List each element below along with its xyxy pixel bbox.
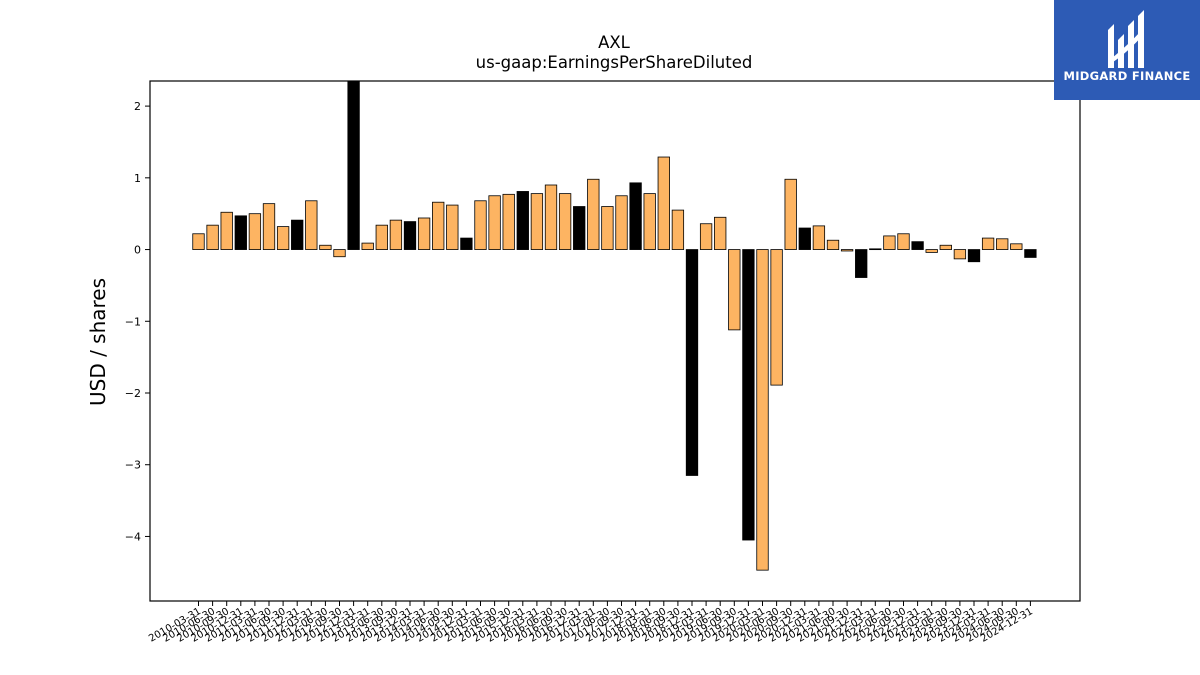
bar-2017-06-30 <box>601 206 614 250</box>
bar-2024-03-31 <box>981 237 995 250</box>
midgard-finance-logo: MIDGARD FINANCE <box>1054 0 1200 100</box>
y-tick-label: 2 <box>134 100 141 113</box>
bar-2022-06-30 <box>883 235 896 250</box>
bar-2015-06-30 <box>488 195 501 250</box>
bar-2024-06-30 <box>996 238 1009 250</box>
y-tick-label: 1 <box>134 172 141 185</box>
bar-2018-03-31 <box>643 193 656 250</box>
bar-2023-06-30 <box>939 244 952 250</box>
bar-2011-03-31 <box>248 213 262 250</box>
bar-2012-06-30 <box>319 244 332 250</box>
bar-2010-06-30 <box>206 224 219 250</box>
bar-2016-09-30 <box>558 193 572 250</box>
bar-2015-03-31 <box>474 200 487 250</box>
bar-2013-03-31 <box>361 242 374 250</box>
bars <box>192 80 1037 571</box>
bar-2019-09-30 <box>728 249 741 331</box>
bar-2010-03-31 <box>192 233 205 250</box>
bar-2023-09-30 <box>953 249 967 260</box>
bar-2024-12-31 <box>1024 249 1037 258</box>
bar-2020-09-30 <box>784 178 797 250</box>
bar-2023-03-31 <box>925 249 938 253</box>
y-tick-label: −3 <box>125 459 141 472</box>
bar-2013-12-31 <box>403 221 417 250</box>
bar-2012-12-31 <box>347 80 360 250</box>
plot-frame <box>149 80 1081 602</box>
bar-2012-09-30 <box>333 249 346 258</box>
bar-2020-06-30 <box>770 249 783 386</box>
bar-2021-09-30 <box>840 249 854 252</box>
bar-2019-06-30 <box>714 216 727 250</box>
chart-subtitle: us-gaap:EarningsPerShareDiluted <box>476 53 753 72</box>
bar-2022-03-31 <box>869 248 882 251</box>
logo-text: MIDGARD FINANCE <box>1063 69 1191 83</box>
bar-2021-06-30 <box>826 239 840 250</box>
bar-2010-09-30 <box>220 211 233 250</box>
bar-2018-06-30 <box>657 156 670 250</box>
bar-2011-09-30 <box>276 226 290 250</box>
bar-2022-12-31 <box>911 241 924 250</box>
bar-2011-06-30 <box>262 203 276 250</box>
bar-2013-09-30 <box>389 219 403 250</box>
bar-2016-03-31 <box>530 193 544 250</box>
y-axis-label: USD / shares <box>86 278 110 406</box>
bar-2022-09-30 <box>897 233 910 250</box>
y-tick-label: −4 <box>125 530 141 543</box>
bar-2014-06-30 <box>432 201 445 250</box>
bar-2012-03-31 <box>305 200 318 250</box>
y-tick-label: −2 <box>125 387 141 400</box>
bar-2024-09-30 <box>1010 243 1023 250</box>
bar-2016-12-31 <box>573 206 586 250</box>
bar-2021-03-31 <box>812 225 826 250</box>
bar-2021-12-31 <box>855 249 868 278</box>
bar-2013-06-30 <box>375 224 388 250</box>
bar-2023-12-31 <box>967 249 981 263</box>
y-axis-ticks: 2 1 0 −1 −2 −3 −4 <box>125 100 150 543</box>
bar-2017-09-30 <box>615 195 628 250</box>
bar-2019-03-31 <box>699 223 713 250</box>
midgard-logo-icon <box>1108 10 1144 68</box>
bar-2020-12-31 <box>798 227 811 250</box>
bar-2016-06-30 <box>544 184 558 250</box>
bar-2019-12-31 <box>742 249 755 541</box>
x-axis-ticks: 2010-03-312010-06-302010-09-302010-12-31… <box>147 601 1035 645</box>
bar-2020-03-31 <box>756 249 769 571</box>
bar-2015-09-30 <box>502 193 515 250</box>
y-tick-label: 0 <box>134 244 141 257</box>
bar-2015-12-31 <box>516 191 529 250</box>
y-tick-label: −1 <box>125 315 141 328</box>
bar-2014-09-30 <box>446 204 459 250</box>
bar-2010-12-31 <box>234 215 247 250</box>
bar-2014-12-31 <box>460 237 473 250</box>
bar-2017-03-31 <box>587 178 600 250</box>
bar-2011-12-31 <box>291 219 304 250</box>
bar-2014-03-31 <box>417 217 431 250</box>
chart-title: AXL <box>598 33 631 52</box>
bar-2017-12-31 <box>629 182 642 250</box>
bar-2018-09-30 <box>671 209 685 250</box>
bar-2018-12-31 <box>685 249 699 476</box>
